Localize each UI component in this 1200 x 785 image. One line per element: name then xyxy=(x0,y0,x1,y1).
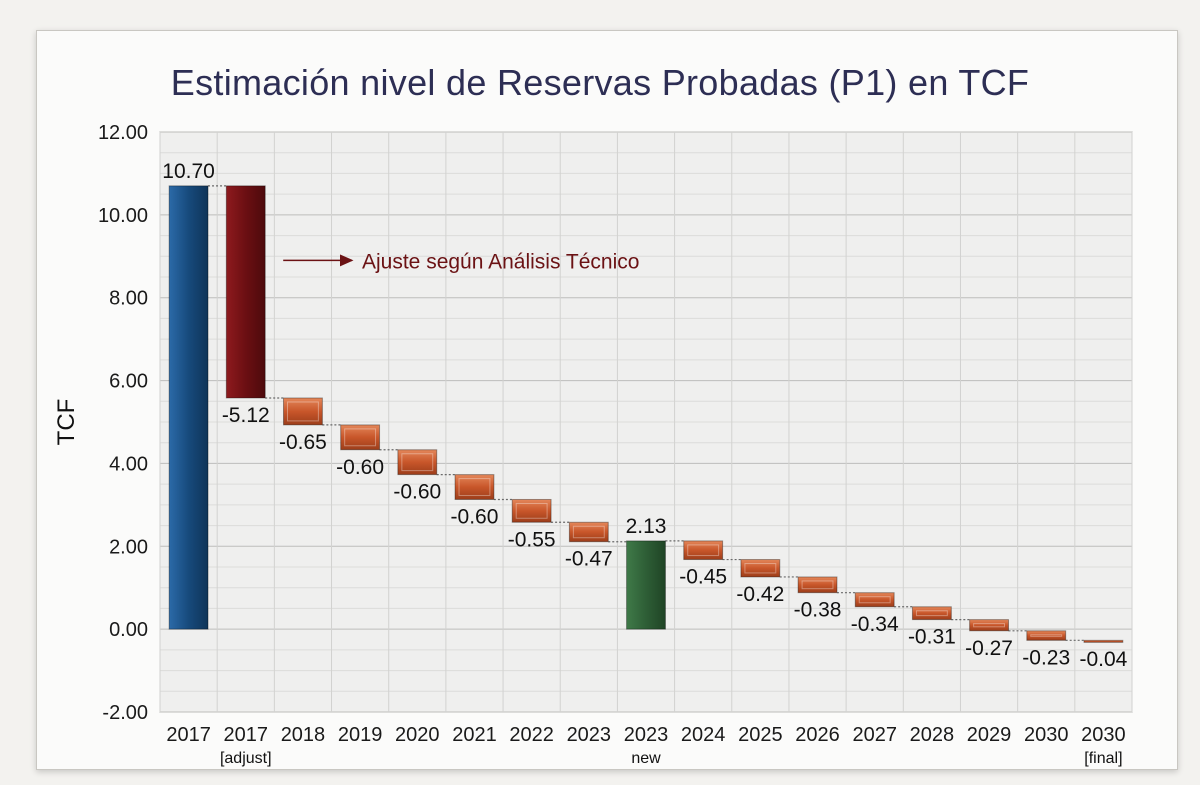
x-tick-sublabel: [final] xyxy=(1084,750,1122,767)
y-tick-label: 0.00 xyxy=(109,619,148,641)
x-tick-label: 2024 xyxy=(681,724,726,746)
data-label: -0.42 xyxy=(736,583,784,606)
data-label: -0.27 xyxy=(965,637,1013,660)
bar-bevel xyxy=(572,525,605,539)
bar-bevel xyxy=(287,401,319,422)
y-axis-label: TCF xyxy=(53,399,80,446)
x-tick-label: 2017 xyxy=(166,724,211,746)
x-tick-label: 2019 xyxy=(338,724,383,746)
x-tick-label: 2023 xyxy=(567,724,612,746)
bar-9 xyxy=(626,540,666,630)
y-tick-label: 4.00 xyxy=(109,453,148,475)
bar-12 xyxy=(797,576,838,594)
data-label: 10.70 xyxy=(162,160,215,183)
bar-bevel xyxy=(458,478,491,496)
chart-title: Estimación nivel de Reservas Probadas (P… xyxy=(170,62,1030,103)
x-tick-label: 2027 xyxy=(852,724,897,746)
y-tick-label: 8.00 xyxy=(109,288,148,310)
bar-17 xyxy=(1083,639,1124,643)
y-tick-label: 10.00 xyxy=(98,205,148,227)
bar-bevel xyxy=(973,623,1005,628)
data-label: -0.04 xyxy=(1079,648,1127,671)
y-tick-label: 6.00 xyxy=(109,371,148,393)
bar-10 xyxy=(683,540,724,561)
x-tick-label: 2026 xyxy=(795,724,840,746)
data-label: -0.38 xyxy=(794,599,842,622)
data-label: -5.12 xyxy=(222,404,270,427)
bar-bevel xyxy=(915,610,948,617)
x-tick-label: 2018 xyxy=(281,724,326,746)
bar-5 xyxy=(397,449,438,476)
bar-bevel xyxy=(1030,634,1063,637)
bar-bevel xyxy=(401,453,434,472)
bar-bevel xyxy=(801,580,834,590)
bar-2 xyxy=(225,185,266,399)
bar-7 xyxy=(511,498,552,523)
data-label: -0.34 xyxy=(851,613,899,636)
y-tick-label: 12.00 xyxy=(98,122,148,144)
bar-4 xyxy=(340,424,381,451)
x-tick-label: 2021 xyxy=(452,724,497,746)
annotation-text: Ajuste según Análisis Técnico xyxy=(362,250,639,273)
bar-16 xyxy=(1026,630,1067,641)
bar-8 xyxy=(568,521,609,543)
bar-14 xyxy=(911,606,952,621)
x-tick-label: 2029 xyxy=(967,724,1012,746)
data-label: -0.55 xyxy=(508,528,556,551)
bar-bevel xyxy=(858,596,891,604)
x-tick-sublabel: new xyxy=(631,750,661,767)
x-tick-label: 2030 xyxy=(1081,724,1126,746)
x-tick-label: 2022 xyxy=(509,724,554,746)
x-tick-label: 2025 xyxy=(738,724,783,746)
bar-13 xyxy=(854,592,895,608)
data-label: -0.60 xyxy=(336,456,384,479)
bar-bevel xyxy=(687,544,720,557)
x-tick-label: 2028 xyxy=(910,724,955,746)
y-tick-label: 2.00 xyxy=(109,536,148,558)
data-label: -0.31 xyxy=(908,626,956,649)
y-tick-label: -2.00 xyxy=(102,702,148,724)
bar-bevel xyxy=(515,502,548,519)
bar-3 xyxy=(283,397,323,426)
data-label: -0.47 xyxy=(565,548,613,571)
data-label: -0.23 xyxy=(1022,646,1070,669)
data-label: -0.45 xyxy=(679,566,727,589)
x-tick-label: 2023 xyxy=(624,724,669,746)
bar-bevel xyxy=(744,563,777,574)
bar-bevel xyxy=(344,428,377,447)
x-tick-label: 2020 xyxy=(395,724,440,746)
data-label: -0.60 xyxy=(451,505,499,528)
x-tick-label: 2030 xyxy=(1024,724,1069,746)
data-label: 2.13 xyxy=(626,515,667,538)
bar-11 xyxy=(740,559,781,578)
bar-6 xyxy=(454,474,495,500)
bar-1 xyxy=(168,185,209,630)
x-tick-label: 2017 xyxy=(224,724,269,746)
data-label: -0.65 xyxy=(279,431,327,454)
bar-15 xyxy=(969,619,1009,632)
data-label: -0.60 xyxy=(393,481,441,504)
x-tick-sublabel: [adjust] xyxy=(220,750,272,767)
